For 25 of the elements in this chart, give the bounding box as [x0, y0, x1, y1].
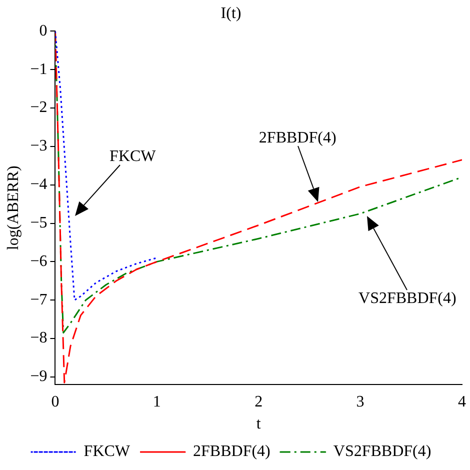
y-tick-label: −7: [30, 291, 48, 308]
annotation: VS2FBBDF(4): [358, 290, 456, 307]
y-tick-label: −9: [30, 368, 48, 386]
x-tick-label: 4: [458, 393, 466, 410]
legend-label: FKCW: [84, 443, 131, 460]
y-tick-label: −8: [30, 330, 48, 347]
x-tick-label: 2: [254, 393, 263, 410]
line-series: [55, 31, 158, 301]
legend-label: 2FBBDF(4): [193, 443, 270, 460]
x-tick-label: 1: [152, 393, 161, 410]
x-tick-label: 3: [356, 393, 364, 410]
annotation: 2FBBDF(4): [258, 129, 336, 146]
y-tick-label: −6: [30, 252, 48, 270]
chart-title: I(t): [220, 4, 242, 22]
x-axis-title: t: [256, 416, 262, 433]
annotation: FKCW: [110, 148, 157, 165]
y-tick-label: −3: [30, 138, 48, 155]
y-axis-title: log(ABERR): [4, 166, 22, 250]
y-tick-label: 0: [39, 22, 48, 40]
legend-label: VS2FBBDF(4): [333, 443, 432, 460]
y-tick-label: −4: [30, 176, 48, 194]
y-tick-label: −1: [30, 60, 48, 78]
y-tick-label: −2: [30, 99, 48, 116]
x-tick-label: 0: [51, 393, 60, 410]
y-tick-label: −5: [30, 214, 48, 232]
